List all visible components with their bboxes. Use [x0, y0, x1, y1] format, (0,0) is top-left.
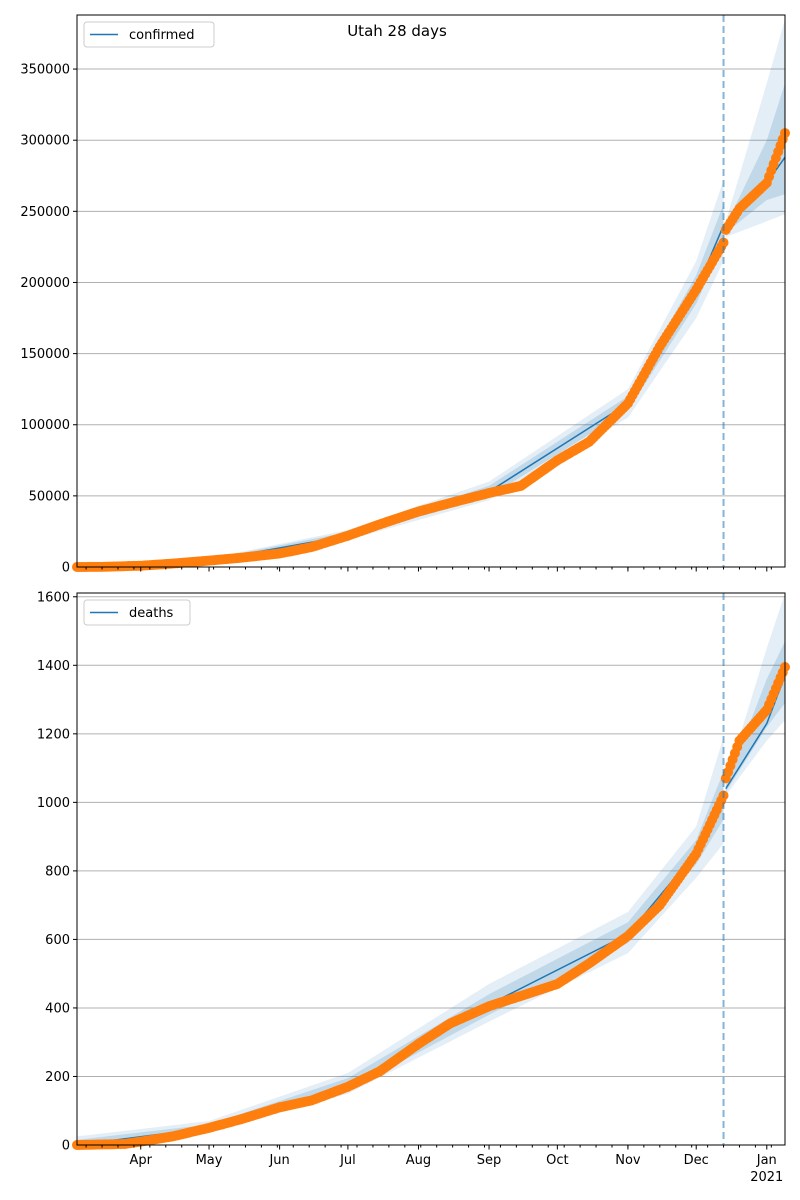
- confidence-band-outer: [77, 737, 724, 1145]
- y-tick-label: 50000: [29, 489, 70, 504]
- legend-box: [83, 21, 215, 48]
- legend-label: deaths: [129, 606, 174, 621]
- x-tick-label: May: [196, 1153, 223, 1168]
- axes-frame: [76, 592, 786, 1146]
- x-tick-label: Sep: [477, 1153, 502, 1168]
- y-tick-label: 200000: [20, 276, 70, 291]
- confirmed-axes: 0 50000 100000 150000 200000 250000 300000 3500…: [20, 14, 790, 576]
- x-tick-label: Oct: [546, 1153, 568, 1168]
- y-tick-label: 1400: [37, 659, 70, 674]
- x-tick-label: Dec: [684, 1153, 709, 1168]
- x-tick-label: Jul: [339, 1153, 356, 1168]
- x-tick-label: Jun: [268, 1153, 289, 1168]
- y-tick-label: 100000: [20, 418, 70, 433]
- y-tick-label: 300000: [20, 134, 70, 149]
- y-tick-label: 0: [62, 1139, 70, 1154]
- confidence-band-inner: [77, 771, 724, 1145]
- y-tick-label: 600: [45, 933, 70, 948]
- legend: deaths: [83, 599, 191, 626]
- legend-label: confirmed: [129, 28, 195, 43]
- x-tick-label: Nov: [615, 1153, 641, 1168]
- y-tick-label: 1000: [37, 796, 70, 811]
- legend-box: [83, 599, 191, 626]
- chart-title: Utah 28 days: [347, 22, 447, 40]
- x-tick-label: Jan: [756, 1153, 777, 1168]
- deaths-axes: 0 200 400 600 800 1000 1200 1400 1600 Apr May Jun Ju…: [37, 590, 790, 1185]
- y-tick-label: 200: [45, 1070, 70, 1085]
- confidence-band-outer: [77, 180, 724, 567]
- fit-line: [76, 791, 725, 1146]
- x-tick-year-label: 2021: [750, 1170, 783, 1185]
- y-tick-label: 150000: [20, 347, 70, 362]
- axes-frame: [76, 14, 786, 568]
- y-tick-label: 250000: [20, 205, 70, 220]
- y-tick-label: 400: [45, 1001, 70, 1016]
- legend: confirmed: [83, 21, 215, 48]
- x-tick-label: Aug: [406, 1153, 431, 1168]
- y-tick-label: 1200: [37, 727, 70, 742]
- y-tick-label: 800: [45, 864, 70, 879]
- y-tick-label: 350000: [20, 63, 70, 78]
- observed-point: [718, 237, 729, 248]
- y-tick-label: 0: [62, 561, 70, 576]
- y-tick-label: 1600: [37, 590, 70, 605]
- x-tick-label: Apr: [129, 1153, 152, 1168]
- confidence-band-inner: [725, 83, 785, 233]
